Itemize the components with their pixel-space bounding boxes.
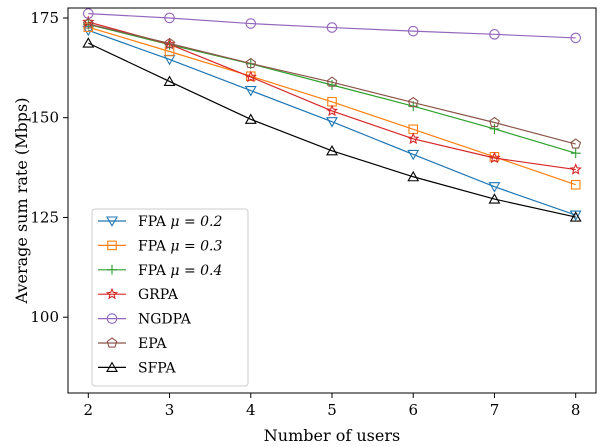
data-point (488, 193, 501, 204)
data-point (244, 113, 257, 124)
data-point (326, 76, 338, 87)
x-tick-label: 3 (165, 401, 175, 419)
y-axis: 100 125 150 175 (30, 9, 68, 326)
data-point (244, 86, 257, 97)
legend-item: GRPA (98, 287, 179, 303)
y-axis-label: Average sum rate (Mbps) (12, 98, 31, 305)
series-line (88, 12, 576, 39)
legend-label-text: FPA (138, 214, 170, 230)
series-line (88, 29, 576, 216)
data-point (488, 182, 501, 193)
data-point (107, 264, 117, 275)
data-point (407, 170, 420, 182)
data-point (569, 210, 582, 221)
data-point (407, 132, 420, 145)
data-point (570, 138, 582, 149)
legend-label: GRPA (138, 287, 179, 303)
legend-label-math: μ = 0.3 (170, 238, 222, 254)
data-point (407, 25, 419, 37)
data-point (569, 211, 582, 222)
data-point (82, 18, 94, 29)
data-point (570, 179, 581, 190)
data-point (164, 37, 175, 49)
legend-label-text: EPA (138, 336, 167, 352)
data-point (489, 116, 500, 128)
x-tick-label: 6 (408, 401, 418, 419)
legend-label-text: NGDPA (138, 312, 192, 328)
data-point (407, 149, 420, 161)
data-point (326, 144, 338, 156)
legend-item: SFPA (98, 360, 176, 376)
data-point (570, 32, 581, 44)
series-line (88, 23, 576, 145)
series-fpa-0 (82, 25, 582, 221)
series-line (88, 42, 576, 218)
y-tick-label: 100 (30, 308, 59, 326)
data-point (106, 337, 118, 348)
series-ngdpa-4 (83, 8, 581, 44)
data-point (107, 240, 117, 251)
y-tick-label: 150 (30, 109, 59, 127)
y-tick-label: 175 (30, 9, 59, 27)
legend-label: FPA μ = 0.3 (138, 238, 223, 254)
data-point (325, 104, 339, 117)
series-epa-5 (82, 18, 582, 149)
data-point (245, 18, 257, 29)
x-tick-label: 4 (246, 401, 256, 419)
legend-label: NGDPA (138, 312, 192, 328)
legend-label-text: GRPA (138, 287, 179, 303)
series-grpa-3 (82, 15, 582, 175)
legend-label: FPA μ = 0.4 (138, 263, 222, 279)
x-tick-label: 2 (84, 401, 94, 419)
legend-item: FPA μ = 0.4 (98, 263, 222, 279)
series-line (88, 26, 576, 186)
data-point (82, 37, 95, 48)
legend-item: FPA μ = 0.3 (98, 238, 223, 254)
data-point (326, 22, 338, 33)
data-point (163, 75, 176, 86)
series-line (88, 21, 576, 171)
legend-box (91, 208, 249, 387)
data-point (489, 123, 500, 134)
data-point (570, 148, 581, 159)
data-point (106, 216, 118, 227)
data-point (488, 151, 501, 164)
data-point (105, 287, 119, 300)
data-point (245, 57, 257, 69)
legend-label: EPA (138, 336, 167, 352)
x-axis: 2 3 4 5 6 7 8 (84, 393, 581, 419)
legend-item: NGDPA (98, 312, 192, 328)
x-tick-label: 8 (571, 401, 581, 419)
data-point (407, 96, 419, 108)
x-axis-label: Number of users (264, 426, 400, 445)
data-point (106, 313, 118, 324)
legend-label: FPA μ = 0.2 (138, 214, 223, 230)
legend-label-math: μ = 0.2 (170, 214, 222, 230)
data-point (326, 117, 338, 128)
data-point (244, 70, 257, 83)
legend-item: FPA μ = 0.2 (98, 214, 223, 230)
legend-label-text: FPA (138, 263, 170, 279)
data-point (569, 163, 582, 175)
plot-area (82, 8, 582, 222)
x-tick-label: 5 (327, 401, 337, 419)
legend-label: SFPA (138, 360, 176, 376)
legend-item: EPA (98, 336, 167, 352)
x-tick-label: 7 (490, 401, 500, 419)
data-point (489, 29, 500, 40)
legend-label-text: FPA (138, 238, 170, 254)
y-tick-label: 125 (30, 208, 59, 226)
data-point (164, 12, 175, 24)
legend-label-text: SFPA (138, 360, 176, 376)
series-sfpa-6 (82, 37, 582, 222)
legend-label-math: μ = 0.4 (170, 263, 222, 279)
data-point (106, 361, 118, 372)
